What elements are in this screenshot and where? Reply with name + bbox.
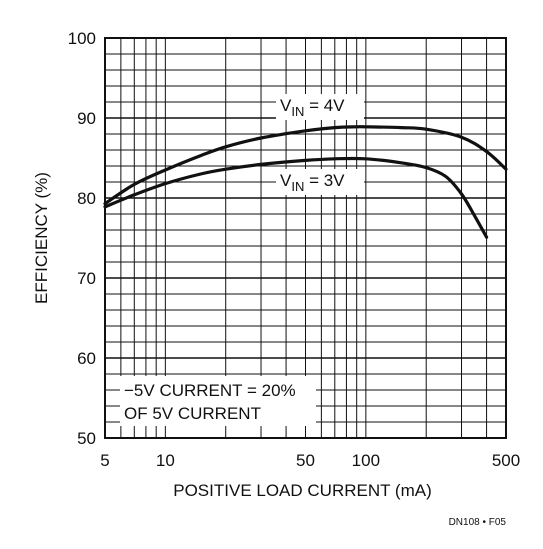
annotation-line-2: OF 5V CURRENT (124, 404, 261, 423)
y-tick-label: 60 (77, 349, 96, 368)
series-line-1 (103, 125, 508, 206)
y-tick-label: 90 (77, 109, 96, 128)
x-tick-label: 10 (156, 451, 175, 470)
x-tick-label: 5 (100, 451, 109, 470)
series-label-bg (276, 94, 364, 120)
series-line-2 (103, 156, 489, 239)
y-tick-label: 50 (77, 429, 96, 448)
annotation-line-1: −5V CURRENT = 20% (124, 381, 296, 400)
series-label-2: VIN = 3V (280, 171, 345, 194)
series-lines (103, 125, 508, 239)
series-label-bg (276, 169, 364, 195)
figure-code: DN108 • F05 (449, 517, 507, 528)
series-labels: VIN = 4V VIN = 3V (276, 94, 364, 195)
y-axis-label: EFFICIENCY (%) (32, 172, 51, 304)
x-tick-label: 100 (352, 451, 380, 470)
y-tick-label: 70 (77, 269, 96, 288)
annotation-background (120, 376, 316, 426)
x-axis-label: POSITIVE LOAD CURRENT (mA) (173, 481, 432, 500)
y-tick-label: 100 (68, 29, 96, 48)
series-label-1: VIN = 4V (280, 96, 345, 119)
y-tick-label: 80 (77, 189, 96, 208)
x-tick-label: 500 (492, 451, 520, 470)
x-tick-labels: 5 10 50 100 500 (100, 451, 520, 470)
plot-frame (104, 37, 507, 439)
y-tick-labels: 50 60 70 80 90 100 (68, 29, 96, 448)
grid-lines (104, 37, 507, 439)
x-tick-label: 50 (296, 451, 315, 470)
